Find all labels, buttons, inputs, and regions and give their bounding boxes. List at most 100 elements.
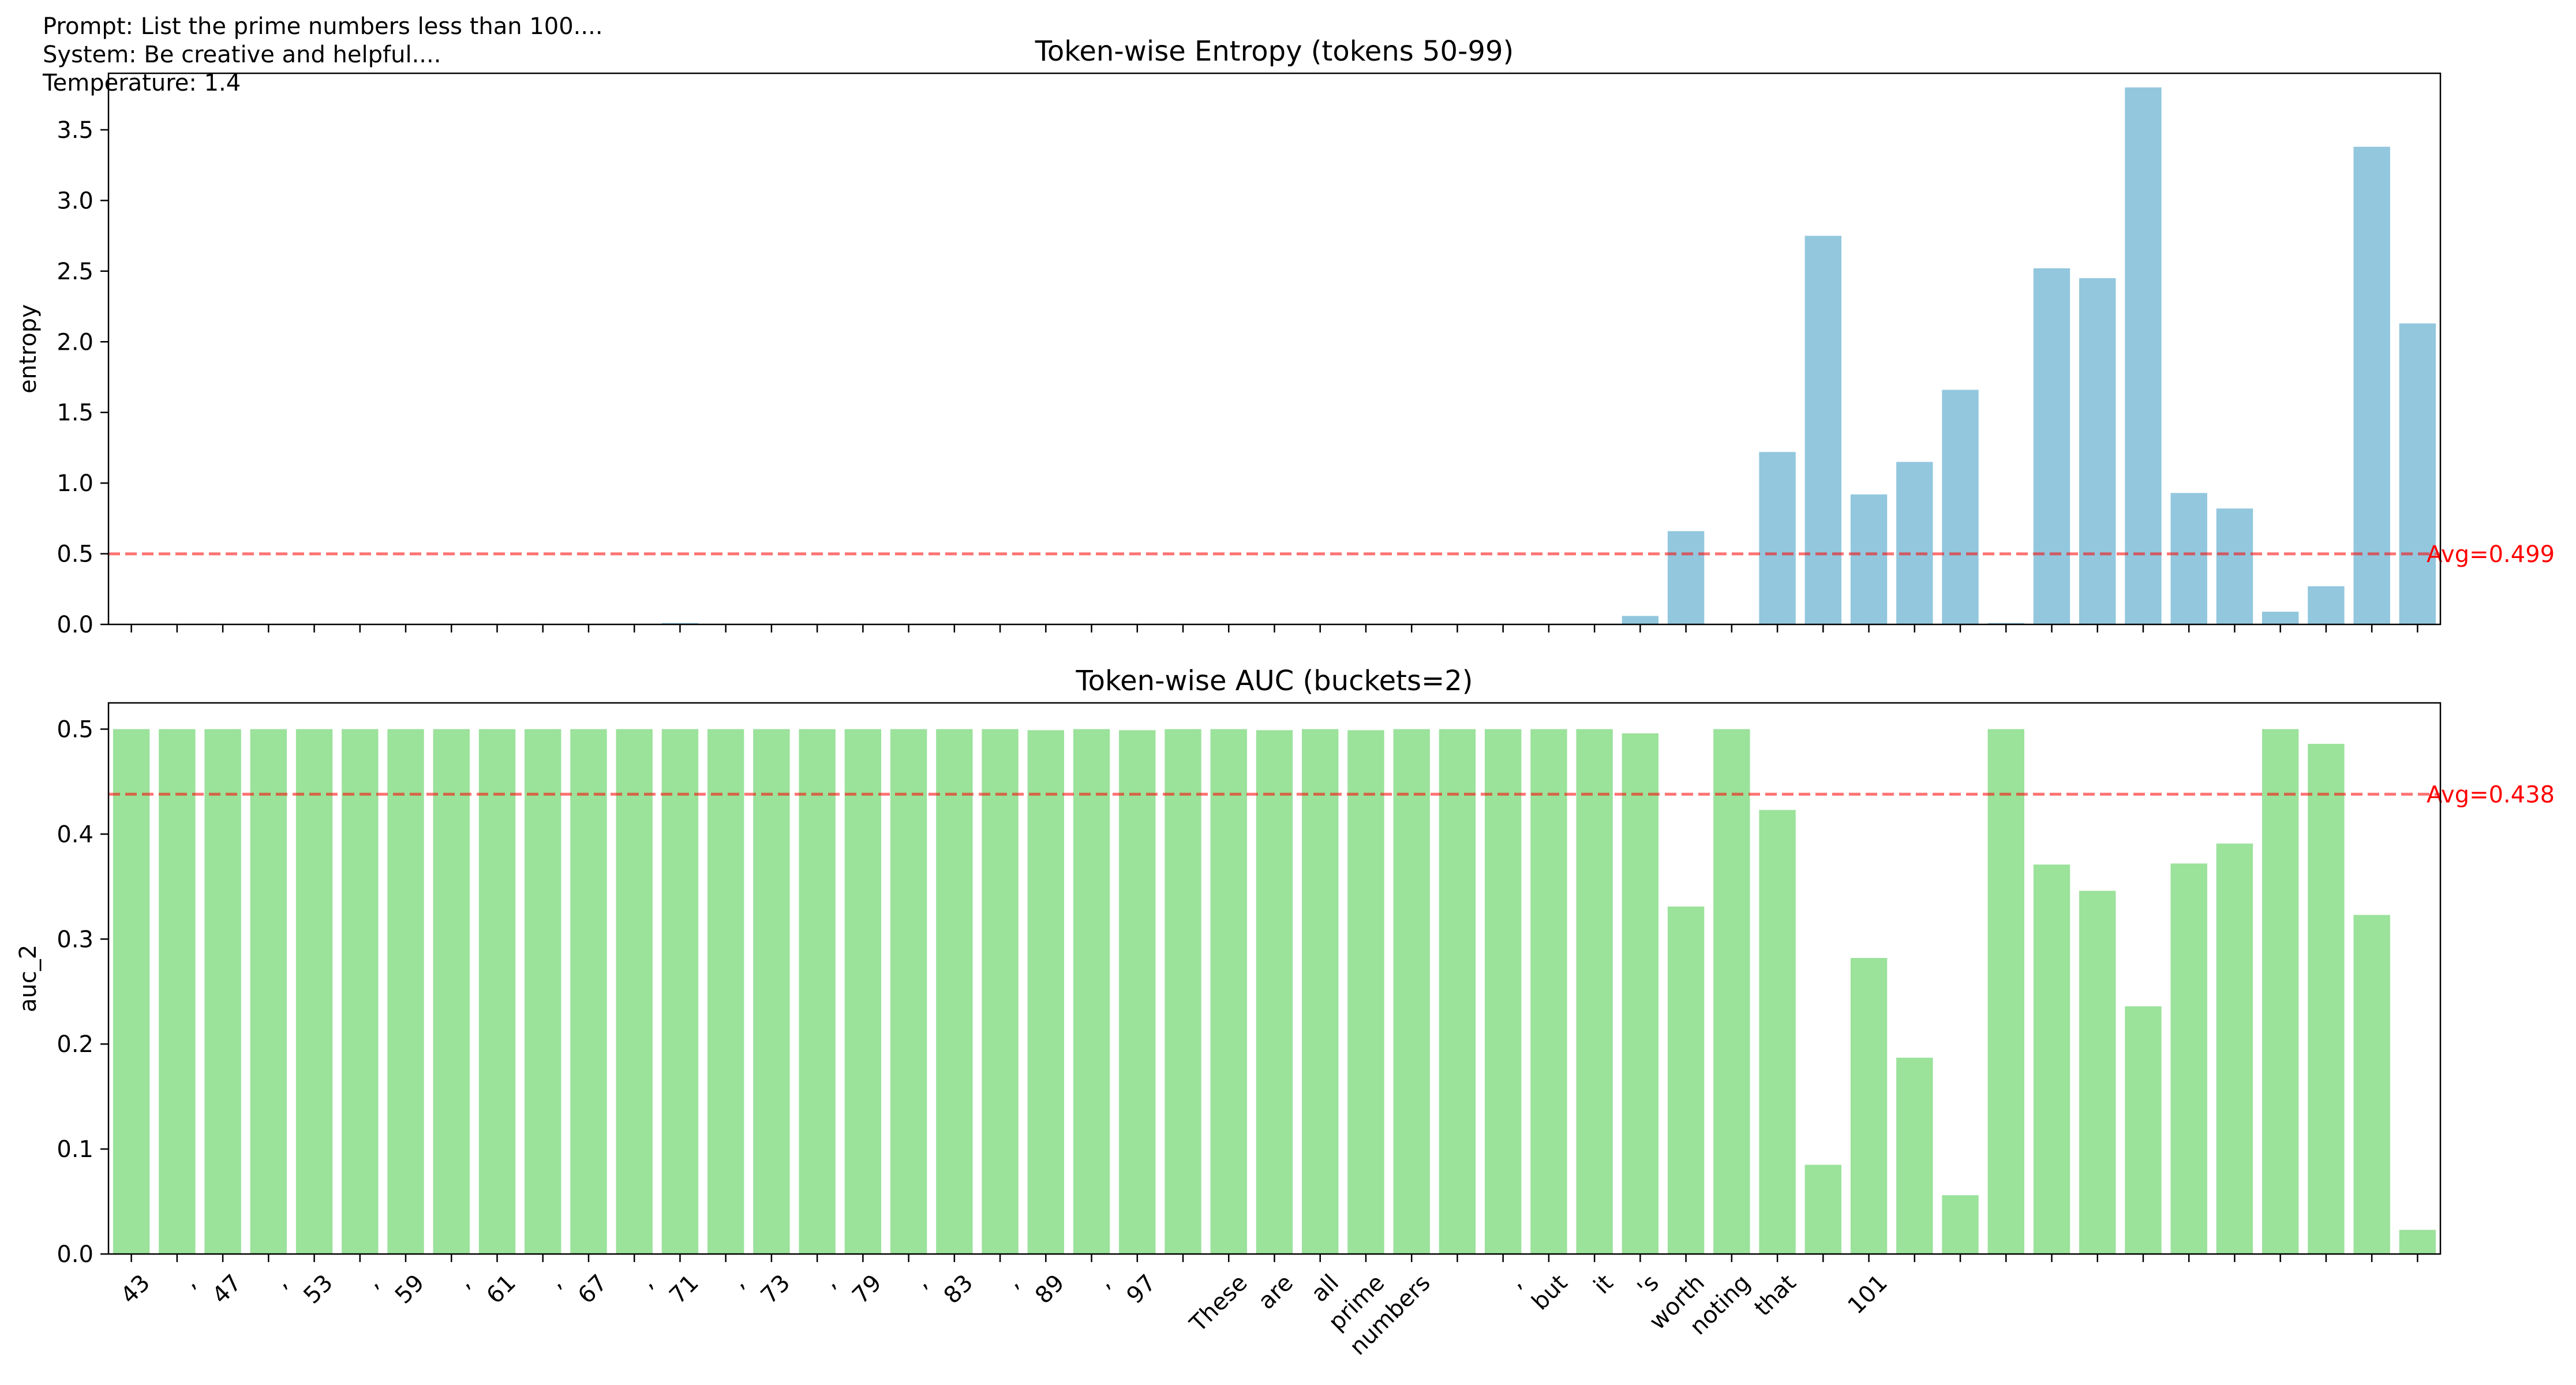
bar [2125,1006,2162,1254]
bar [2399,1230,2436,1254]
bar [753,729,790,1254]
x-tick-label: , [817,1270,841,1294]
prompt-info: Prompt: List the prime numbers less than… [43,13,603,98]
x-tick-label: , [726,1270,750,1294]
x-tick-label: 53 [298,1270,338,1309]
bar [2170,863,2207,1254]
bar [799,729,836,1254]
x-tick-label: are [1253,1270,1298,1315]
x-tick-label: 47 [207,1270,247,1309]
bar [1622,616,1659,624]
bar [2125,87,2162,624]
average-label: Avg=0.438 [2427,781,2555,808]
bar [1942,390,1979,624]
bar [433,729,470,1254]
x-tick-label: 79 [847,1270,887,1309]
x-tick-label: 89 [1030,1270,1070,1309]
bar [2216,843,2253,1254]
y-tick-label: 3.0 [57,188,93,214]
bar [1942,1195,1979,1254]
y-tick-label: 0.3 [57,926,93,953]
bar [1987,729,2024,1254]
bar [1347,730,1384,1254]
x-tick-label: it [1589,1270,1618,1299]
chart-title: Token-wise Entropy (tokens 50-99) [1035,35,1514,68]
y-tick-label: 2.5 [57,259,93,285]
bar [113,729,150,1254]
y-tick-label: 1.0 [57,470,93,497]
prompt-text: Prompt: List the prime numbers less than… [43,13,603,40]
bar [204,729,241,1254]
x-tick-label: 43 [116,1270,156,1309]
bar [2079,890,2116,1254]
bar [2170,493,2207,624]
y-tick-label: 0.0 [57,1241,93,1268]
bar [982,729,1019,1254]
x-tick-label: 61 [481,1270,521,1309]
y-tick-label: 0.1 [57,1136,93,1163]
bar [1576,729,1613,1254]
bar [1667,531,1705,624]
bar [1530,729,1567,1254]
bar [890,729,927,1254]
bar [525,729,561,1254]
x-tick-label: 97 [1122,1270,1162,1309]
bar [2353,915,2390,1254]
x-tick-label: but [1527,1270,1573,1316]
x-tick-label: 73 [756,1270,796,1309]
bar [2079,278,2116,625]
x-tick-label: , [268,1270,293,1294]
bar [1850,958,1888,1254]
bar [1210,729,1247,1254]
y-tick-label: 0.5 [57,541,93,568]
x-tick-label: 59 [390,1270,430,1309]
bar [1256,730,1293,1254]
entropy-chart: Token-wise Entropy (tokens 50-99) entropy… [15,35,2555,638]
bar [1119,730,1156,1254]
bar [1713,729,1750,1254]
x-tick-label: , [1503,1270,1527,1294]
bar [2033,864,2070,1254]
bar [387,729,424,1254]
bar [661,729,699,1254]
bar [844,729,882,1254]
bar [616,729,653,1254]
plot-frame [107,702,2442,1255]
bar [1667,906,1705,1254]
bar [2353,147,2390,625]
bar [250,729,287,1254]
bar [1027,730,1065,1254]
bar [342,729,379,1254]
x-tick-label: , [451,1270,475,1294]
bar [2399,323,2436,624]
bar [159,729,196,1254]
bar [1073,729,1110,1254]
auc-chart: Token-wise AUC (buckets=2) auc_2 Avg=0.438… [15,665,2555,1268]
x-tick-label: , [360,1270,384,1294]
y-tick-label: 2.0 [57,329,93,355]
temperature-text: Temperature: 1.4 [43,70,241,96]
x-tick-label: 101 [1843,1270,1893,1320]
y-tick-label: 0.2 [57,1031,93,1058]
bar [1759,810,1796,1254]
x-tick-label: 67 [573,1270,613,1309]
bar [936,729,973,1254]
y-axis-label: auc_2 [15,945,42,1012]
x-tick-label: These [1185,1270,1253,1338]
x-tick-label: , [909,1270,933,1294]
y-tick-label: 0.0 [57,612,93,638]
bar [1896,1057,1933,1254]
bar [1850,494,1888,624]
bar [2262,611,2299,624]
bar [1759,452,1796,624]
y-tick-label: 3.5 [57,117,93,144]
y-tick-label: 0.4 [57,821,93,848]
bar [1896,462,1933,624]
x-tick-label: , [177,1270,201,1294]
bar [1439,729,1476,1254]
bar [295,729,333,1254]
bar [1393,729,1430,1254]
x-tick-label: , [1091,1270,1115,1294]
bar [2262,729,2299,1254]
